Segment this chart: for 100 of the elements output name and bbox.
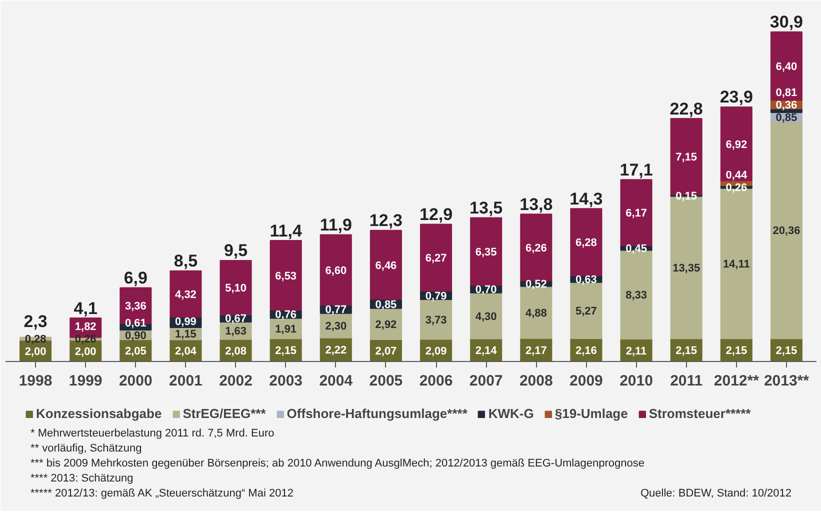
data-label: 1,63 bbox=[225, 326, 246, 338]
data-label: 2,08 bbox=[225, 345, 246, 358]
total-label: 12,9 bbox=[419, 204, 453, 224]
data-label: 2,22 bbox=[325, 344, 347, 357]
data-label: 0,77 bbox=[325, 304, 347, 316]
data-label: 6,53 bbox=[275, 270, 297, 282]
data-label: 2,00 bbox=[24, 346, 46, 358]
legend-label: KWK-G bbox=[488, 406, 534, 421]
bar bbox=[620, 179, 652, 246]
data-label: 3,73 bbox=[425, 314, 447, 326]
x-tick-label: 2004 bbox=[319, 372, 354, 390]
bar bbox=[520, 214, 552, 282]
data-label: 0,81 bbox=[776, 87, 798, 100]
data-label: 0,70 bbox=[475, 284, 497, 296]
data-label: 7,15 bbox=[676, 152, 698, 164]
bar bbox=[170, 270, 202, 318]
data-label: 0,99 bbox=[175, 316, 196, 328]
total-label: 17,1 bbox=[620, 160, 653, 180]
x-tick-label: 2006 bbox=[419, 372, 453, 390]
data-label: 0,67 bbox=[225, 313, 246, 326]
bar bbox=[770, 121, 802, 340]
data-label: 3,36 bbox=[124, 300, 146, 313]
data-label: 2,11 bbox=[626, 345, 647, 358]
data-label: 0,26 bbox=[726, 182, 748, 194]
total-label: 4,1 bbox=[74, 298, 98, 318]
legend-label: Offshore-Haftungsumlage**** bbox=[286, 406, 468, 421]
data-label: 1,91 bbox=[275, 323, 297, 336]
data-label: 0,44 bbox=[726, 169, 748, 182]
x-tick-label: 1998 bbox=[18, 372, 52, 390]
x-tick-label: 2010 bbox=[620, 372, 653, 390]
total-label: 2,3 bbox=[24, 312, 48, 332]
legend-label: Stromsteuer***** bbox=[648, 406, 751, 421]
x-tick-label: 2002 bbox=[219, 372, 252, 390]
text: ** vorläufig, Schätzung bbox=[30, 442, 142, 454]
data-label: 2,15 bbox=[726, 345, 748, 358]
data-label: 6,40 bbox=[776, 60, 798, 73]
x-tick-label: 2003 bbox=[269, 372, 303, 390]
total-label: 23,9 bbox=[720, 88, 753, 107]
x-tick-label: 2008 bbox=[519, 372, 553, 390]
data-label: 2,17 bbox=[525, 344, 547, 357]
bar bbox=[370, 230, 402, 300]
total-label: 30,9 bbox=[770, 12, 804, 32]
bar bbox=[720, 106, 752, 182]
x-tick-label: 2007 bbox=[469, 372, 503, 390]
data-label: 0,76 bbox=[275, 309, 297, 322]
data-label: 6,28 bbox=[576, 237, 597, 250]
bar bbox=[420, 224, 452, 292]
data-label: 1,82 bbox=[74, 320, 96, 333]
total-label: 11,4 bbox=[270, 221, 302, 240]
x-tick-label: 2013** bbox=[764, 372, 810, 390]
data-label: 6,60 bbox=[325, 264, 347, 277]
legend-label: Konzessionsabgabe bbox=[36, 406, 162, 421]
bar bbox=[570, 208, 602, 276]
data-label: 6,17 bbox=[626, 208, 647, 220]
legend-label: StrEG/EEG*** bbox=[182, 406, 266, 421]
data-label: 5,27 bbox=[576, 305, 597, 318]
data-label: 1,15 bbox=[175, 328, 196, 341]
data-label: 0,61 bbox=[124, 317, 146, 330]
bar bbox=[270, 240, 302, 311]
data-label: 2,09 bbox=[425, 345, 447, 358]
data-label: 6,27 bbox=[425, 252, 447, 265]
data-label: 5,10 bbox=[225, 282, 246, 295]
x-tick-label: 2000 bbox=[118, 372, 152, 390]
x-tick-label: 2001 bbox=[169, 372, 202, 390]
total-label: 12,3 bbox=[369, 211, 403, 230]
data-label: 2,00 bbox=[74, 346, 96, 358]
total-label: 8,5 bbox=[174, 252, 198, 271]
text: * Mehrwertsteuerbelastung 2011 rd. 7,5 Mrd. Euro bbox=[30, 428, 274, 440]
total-label: 14,3 bbox=[570, 189, 603, 208]
data-label: 2,05 bbox=[124, 346, 146, 358]
x-tick-label: 2005 bbox=[369, 372, 403, 390]
data-label: 2,15 bbox=[275, 345, 297, 358]
data-label: 2,30 bbox=[325, 320, 347, 333]
data-label: 8,33 bbox=[626, 290, 647, 302]
data-label: 6,92 bbox=[726, 138, 748, 151]
data-label: 6,26 bbox=[525, 242, 547, 254]
data-label: 2,07 bbox=[375, 345, 397, 358]
data-label: 0,85 bbox=[776, 112, 798, 124]
data-label: 6,46 bbox=[375, 260, 397, 272]
total-label: 11,9 bbox=[320, 216, 352, 235]
data-label: 2,15 bbox=[776, 345, 798, 358]
x-tick-label: 1999 bbox=[68, 372, 102, 390]
data-label: 2,92 bbox=[375, 318, 397, 331]
data-label: 2,15 bbox=[676, 345, 698, 358]
source-note: Quelle: BDEW, Stand: 10/2012 bbox=[640, 488, 792, 500]
text: ***** 2012/13: gemäß AK „Steuerschätzung“ Mai 2012 bbox=[30, 488, 294, 500]
data-label: 0,79 bbox=[425, 290, 447, 302]
x-tick-label: 2012** bbox=[714, 372, 760, 390]
bar bbox=[770, 31, 802, 101]
data-label: 2,04 bbox=[175, 346, 198, 358]
data-label: 13,35 bbox=[672, 262, 700, 274]
bar bbox=[470, 217, 502, 286]
total-label: 13,5 bbox=[470, 198, 503, 218]
total-label: 13,8 bbox=[520, 194, 553, 214]
data-label: 20,36 bbox=[772, 225, 800, 238]
data-label: 4,32 bbox=[175, 288, 196, 301]
data-label: 2,16 bbox=[576, 344, 597, 357]
total-label: 9,5 bbox=[224, 241, 248, 260]
data-label: 0,63 bbox=[576, 274, 597, 286]
data-label: 14,11 bbox=[722, 258, 750, 270]
